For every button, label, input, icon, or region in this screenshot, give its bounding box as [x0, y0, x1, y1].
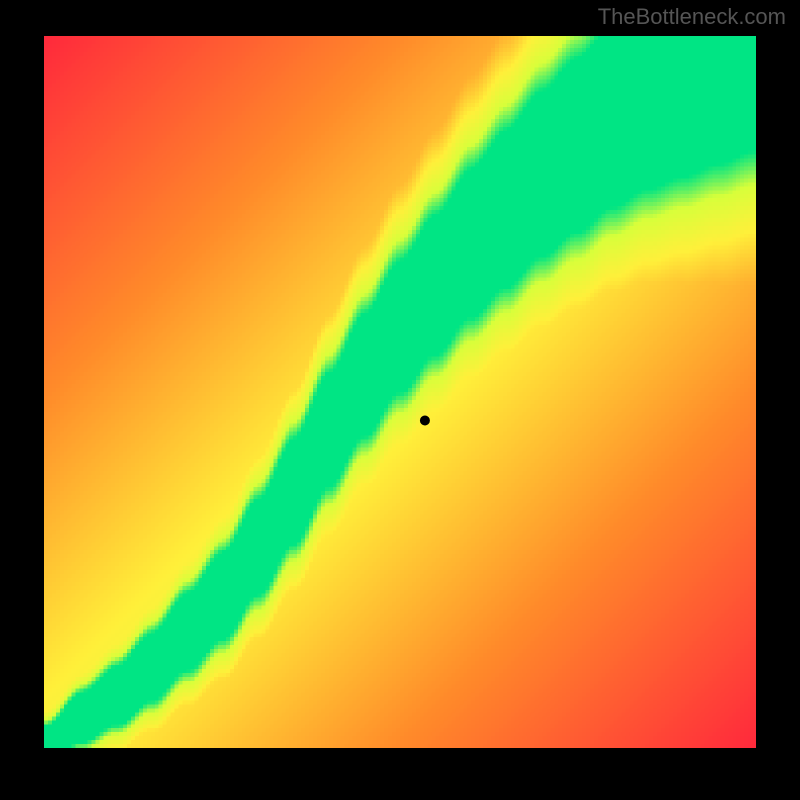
watermark-text: TheBottleneck.com: [598, 4, 786, 30]
plot-area: [44, 36, 756, 748]
chart-frame: TheBottleneck.com: [0, 0, 800, 800]
heatmap-canvas: [44, 36, 756, 748]
